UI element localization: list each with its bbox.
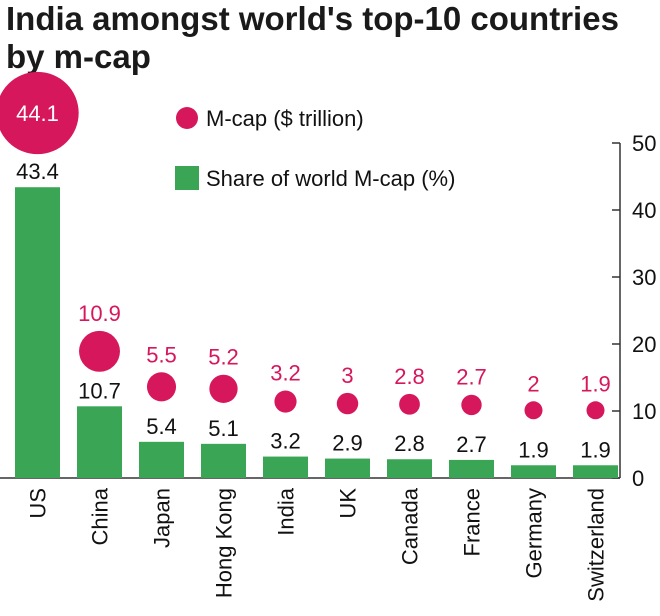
legend-share-marker xyxy=(175,166,199,190)
share-value-label: 2.8 xyxy=(394,431,425,456)
mcap-value-label: 3.2 xyxy=(270,360,301,385)
y-tick-label: 10 xyxy=(632,399,656,424)
category-label: China xyxy=(88,487,113,545)
y-tick-label: 20 xyxy=(632,332,656,357)
mcap-value-label: 3 xyxy=(341,363,353,388)
share-bar xyxy=(511,465,556,478)
y-tick-label: 0 xyxy=(632,466,644,491)
share-value-label: 3.2 xyxy=(270,429,301,454)
y-tick-label: 50 xyxy=(632,131,656,156)
share-value-label: 2.9 xyxy=(332,431,363,456)
share-bar xyxy=(77,406,122,478)
category-label: France xyxy=(460,488,485,556)
mcap-bubble xyxy=(146,372,177,402)
category-labels: US China Japan Hong Kong India UK Canada France… xyxy=(26,487,609,601)
share-bar xyxy=(325,458,370,478)
share-value-label: 2.7 xyxy=(456,432,487,457)
mcap-value-label: 5.5 xyxy=(146,342,177,367)
mcap-bubble xyxy=(79,330,120,372)
legend-mcap-marker xyxy=(176,107,198,129)
share-bar xyxy=(201,443,246,478)
share-value-label: 5.1 xyxy=(208,416,239,441)
share-bar xyxy=(387,459,432,478)
category-label: Hong Kong xyxy=(212,488,237,598)
share-bar xyxy=(263,456,308,478)
mcap-value-label: 2.7 xyxy=(456,365,487,390)
share-bar xyxy=(139,441,184,478)
category-label: India xyxy=(274,487,299,535)
share-bar xyxy=(573,465,618,478)
legend-mcap-label: M-cap ($ trillion) xyxy=(206,106,364,131)
mcap-bubble xyxy=(274,390,297,413)
share-value-label: 1.9 xyxy=(518,437,549,462)
share-bar xyxy=(449,459,494,478)
share-value-label: 1.9 xyxy=(580,437,611,462)
y-tick-label: 40 xyxy=(632,198,656,223)
y-tick-label: 30 xyxy=(632,265,656,290)
mcap-value-label: 2 xyxy=(527,371,539,396)
mcap-bubble xyxy=(336,392,359,415)
mcap-value-label: 2.8 xyxy=(394,364,425,389)
mcap-bubble xyxy=(209,374,238,403)
mcap-bubble xyxy=(399,393,420,415)
mcap-value-label: 5.2 xyxy=(208,345,239,370)
mcap-bubble xyxy=(586,401,605,420)
legend: M-cap ($ trillion) Share of world M-cap … xyxy=(175,106,455,191)
category-label: Germany xyxy=(522,488,547,578)
category-label: Switzerland xyxy=(584,488,609,602)
category-label: Japan xyxy=(150,488,175,548)
category-label: UK xyxy=(336,488,361,519)
mcap-bubbles: 44.1 10.9 5.5 5.2 3.2 3 2.8 2.7 2 1.9 xyxy=(0,71,611,420)
legend-share-label: Share of world M-cap (%) xyxy=(206,166,455,191)
mcap-value-label: 44.1 xyxy=(16,101,59,126)
chart-title: India amongst world's top-10 countries b… xyxy=(6,0,619,75)
mcap-value-label: 10.9 xyxy=(78,301,121,326)
share-value-label: 43.4 xyxy=(16,159,59,184)
mcap-bubble xyxy=(524,401,543,420)
share-bar xyxy=(15,187,60,478)
mcap-bubble xyxy=(0,71,79,155)
mcap-bubble xyxy=(461,394,482,416)
bars: 43.4 10.7 5.4 5.1 3.2 2.9 2.8 2.7 1.9 1.9 xyxy=(15,159,618,478)
mcap-value-label: 1.9 xyxy=(580,371,611,396)
category-label: Canada xyxy=(398,487,423,565)
share-value-label: 5.4 xyxy=(146,414,177,439)
share-value-label: 10.7 xyxy=(78,378,121,403)
category-label: US xyxy=(26,488,51,519)
